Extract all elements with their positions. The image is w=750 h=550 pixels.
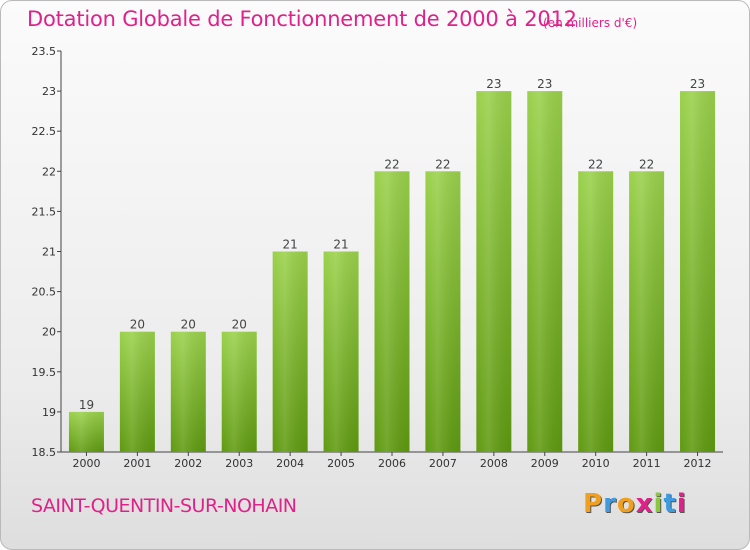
bars [68, 91, 716, 453]
bar-value-label: 22 [384, 157, 399, 171]
y-tick-label: 18.5 [32, 446, 57, 459]
bar-shine [272, 251, 308, 452]
logo-letter: P [583, 489, 604, 519]
bar-shine [68, 411, 104, 452]
bar-value-label: 21 [333, 238, 348, 252]
y-tick-label: 19.5 [32, 366, 57, 379]
y-tick-label: 20 [42, 326, 56, 339]
bar-shine [323, 251, 359, 452]
x-tick-label: 2008 [480, 457, 508, 470]
y-tick-label: 23 [42, 85, 56, 98]
x-tick-label: 2001 [123, 457, 151, 470]
bar-value-label: 22 [588, 157, 603, 171]
logo-letter: o [616, 489, 636, 519]
bar-shine [629, 171, 665, 453]
bar-shine [578, 171, 614, 453]
bar-shine [476, 91, 512, 452]
x-tick-label: 2002 [174, 457, 202, 470]
x-tick-label: 2004 [276, 457, 304, 470]
x-tick-label: 2005 [327, 457, 355, 470]
logo-letter: r [603, 489, 617, 519]
logo-letter: i [653, 489, 664, 519]
x-tick-label: 2011 [633, 457, 661, 470]
bar-value-label: 23 [690, 77, 705, 91]
x-tick-label: 2007 [429, 457, 457, 470]
proxiti-logo: Proxiti [583, 489, 687, 519]
x-tick-label: 2012 [684, 457, 712, 470]
x-tick-label: 2003 [225, 457, 253, 470]
y-tick-label: 21 [42, 246, 56, 259]
bar-shine [374, 171, 410, 453]
bar-shine [170, 331, 206, 452]
y-tick-label: 22 [42, 165, 56, 178]
bar-value-label: 20 [181, 318, 196, 332]
chart-title: Dotation Globale de Fonctionnement de 20… [27, 7, 577, 31]
logo-letter: t [663, 489, 677, 519]
bar-value-label: 23 [486, 77, 501, 91]
data-labels: 2000 19 2001 20 2002 20 2003 20 2004 21 2005 21 2006… [72, 77, 711, 470]
bar-value-label: 19 [79, 398, 94, 412]
y-tick-label: 23.5 [32, 45, 57, 58]
y-tick-label: 21.5 [32, 205, 57, 218]
x-tick-label: 2000 [72, 457, 100, 470]
bar-shine [221, 331, 257, 452]
x-tick-label: 2009 [531, 457, 559, 470]
commune-name: SAINT-QUENTIN-SUR-NOHAIN [31, 495, 297, 517]
bar-value-label: 23 [537, 77, 552, 91]
bar-value-label: 21 [283, 238, 298, 252]
y-tick-label: 19 [42, 406, 56, 419]
y-tick-label: 22.5 [32, 125, 57, 138]
bar-value-label: 22 [435, 157, 450, 171]
y-tick-label: 20.5 [32, 286, 57, 299]
bar-shine [119, 331, 155, 452]
x-tick-label: 2006 [378, 457, 406, 470]
x-tick-label: 2010 [582, 457, 610, 470]
bar-value-label: 20 [130, 318, 145, 332]
bar-shine [527, 91, 563, 452]
bar-value-label: 22 [639, 157, 654, 171]
bar-shine [680, 91, 716, 452]
logo-letter: i [676, 489, 687, 519]
bar-shine [425, 171, 461, 453]
bar-value-label: 20 [232, 318, 247, 332]
logo-letter: x [635, 489, 654, 519]
chart-subtitle: (en milliers d'€) [543, 16, 638, 30]
